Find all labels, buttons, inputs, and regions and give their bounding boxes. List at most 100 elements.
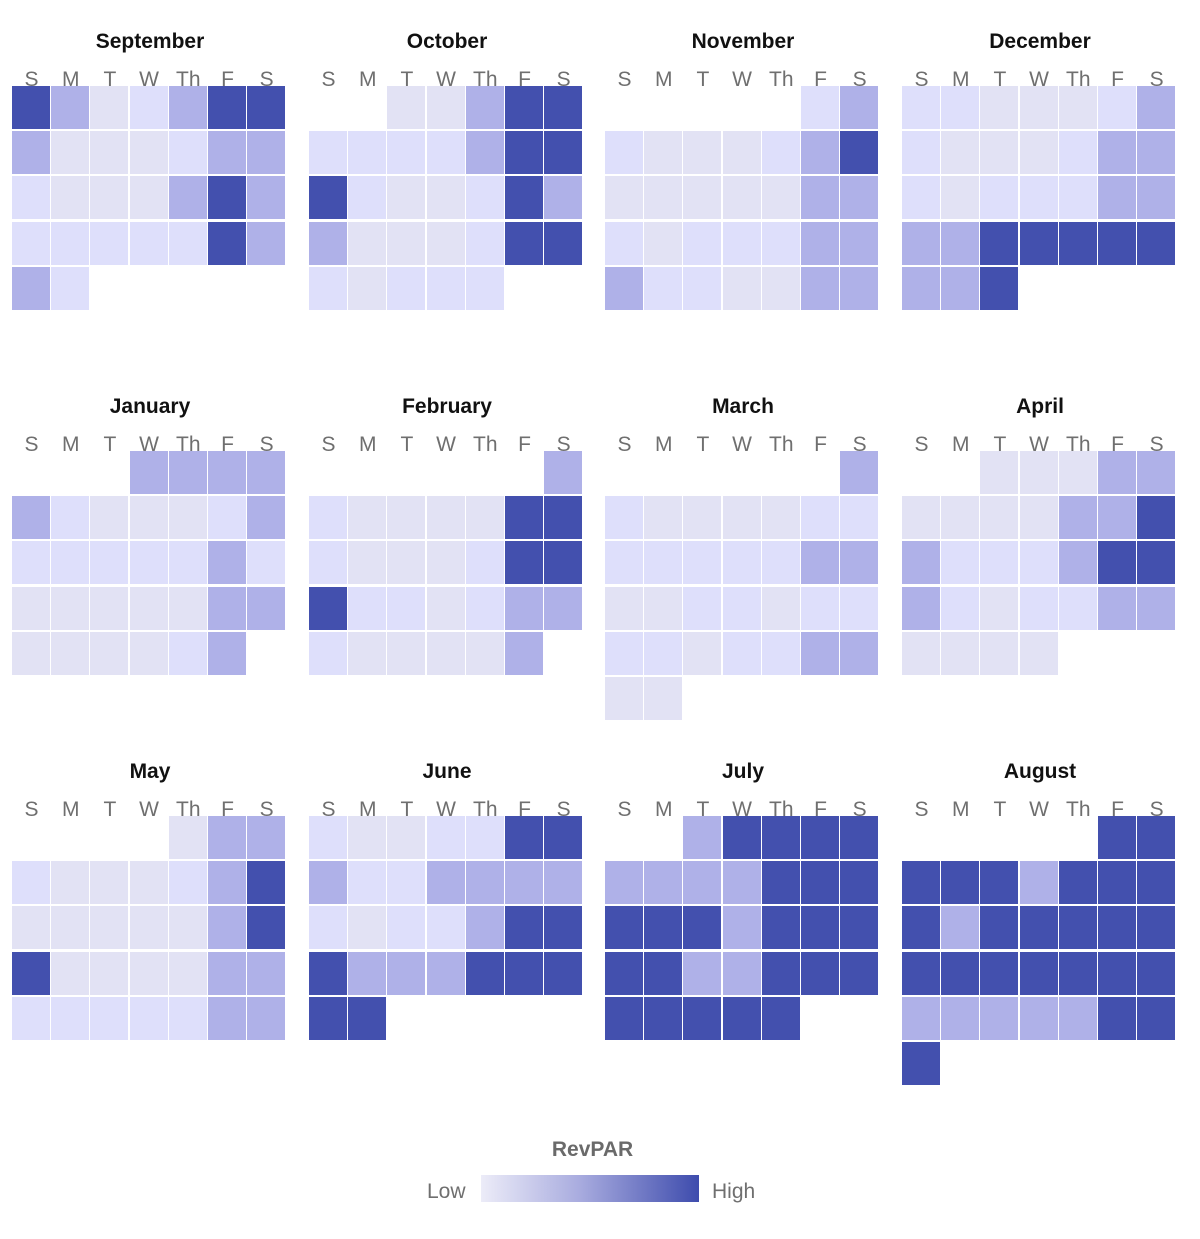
day-cell [51, 996, 90, 1040]
day-cell [1098, 176, 1136, 220]
month-title: November [691, 30, 795, 53]
day-cell [309, 951, 347, 995]
day-cell [980, 996, 1019, 1040]
day-cell [505, 131, 543, 175]
day-cell [12, 906, 50, 950]
day-cell [247, 951, 286, 995]
day-cell [1058, 586, 1097, 630]
day-cell [505, 496, 543, 540]
day-cell [644, 221, 683, 265]
day-cell [761, 496, 800, 540]
day-cell [941, 861, 980, 905]
day-cell [1058, 541, 1097, 585]
day-cell [247, 131, 286, 175]
day-cell [644, 631, 683, 675]
day-cell [505, 221, 543, 265]
day-cell [426, 861, 465, 905]
weekday-label: F [1111, 68, 1124, 91]
day-cell [902, 131, 940, 175]
day-cell [1019, 496, 1058, 540]
day-cell [168, 951, 207, 995]
day-cell [348, 131, 387, 175]
day-cell [465, 586, 504, 630]
day-cell [90, 951, 129, 995]
day-cell [208, 861, 246, 905]
weekday-label: S [1149, 433, 1164, 456]
day-cell [722, 176, 761, 220]
day-cell [168, 861, 207, 905]
day-cell [505, 86, 543, 129]
day-cell [644, 176, 683, 220]
day-cell [90, 496, 129, 540]
day-cell [941, 951, 980, 995]
day-cell [902, 631, 940, 675]
weekday-label: T [993, 433, 1007, 456]
day-cell [348, 176, 387, 220]
day-cell [840, 496, 879, 540]
day-cell [840, 586, 879, 630]
day-cell [980, 451, 1019, 494]
day-cell [722, 541, 761, 585]
day-cell [801, 816, 839, 859]
day-cell [801, 496, 839, 540]
day-cell [505, 541, 543, 585]
weekday-label: F [518, 68, 531, 91]
day-cell [505, 631, 543, 675]
day-cell [902, 951, 940, 995]
weekday-label: T [400, 433, 414, 456]
day-cell [465, 951, 504, 995]
day-cell [90, 221, 129, 265]
day-cell [247, 906, 286, 950]
weekday-label: W [139, 433, 159, 456]
weekday-label: S [914, 68, 929, 91]
day-cell [761, 996, 800, 1040]
month-title: February [402, 395, 492, 418]
day-cell [1058, 131, 1097, 175]
day-cell [247, 451, 286, 494]
day-cell [51, 861, 90, 905]
weekday-label: Th [769, 68, 794, 91]
weekday-label: Th [473, 433, 498, 456]
day-cell [722, 951, 761, 995]
weekday-label: W [139, 798, 159, 821]
day-cell [51, 131, 90, 175]
day-cell [208, 816, 246, 859]
day-cell [387, 951, 426, 995]
day-cell [840, 221, 879, 265]
day-cell [801, 861, 839, 905]
day-cell [644, 906, 683, 950]
day-cell [129, 586, 168, 630]
month-title: December [989, 30, 1091, 53]
day-cell [941, 221, 980, 265]
day-cell [168, 176, 207, 220]
day-cell [605, 677, 643, 720]
weekday-label: W [139, 68, 159, 91]
day-cell [544, 176, 583, 220]
day-cell [129, 861, 168, 905]
day-cell [1137, 906, 1176, 950]
day-cell [1019, 631, 1058, 675]
day-cell [247, 496, 286, 540]
month-title: October [406, 30, 488, 53]
weekday-label: S [1149, 798, 1164, 821]
day-cell [801, 541, 839, 585]
day-cell [644, 266, 683, 310]
day-cell [387, 221, 426, 265]
day-cell [426, 131, 465, 175]
day-cell [90, 541, 129, 585]
day-cell [761, 266, 800, 310]
day-cell [348, 816, 387, 859]
day-cell [683, 996, 722, 1040]
day-cell [761, 176, 800, 220]
day-cell [1019, 586, 1058, 630]
weekday-label: F [221, 68, 234, 91]
day-cell [941, 586, 980, 630]
day-cell [605, 586, 643, 630]
weekday-label: Th [473, 68, 498, 91]
day-cell [544, 541, 583, 585]
day-cell [761, 586, 800, 630]
day-cell [1019, 951, 1058, 995]
day-cell [387, 816, 426, 859]
weekday-label: F [518, 433, 531, 456]
day-cell [90, 586, 129, 630]
